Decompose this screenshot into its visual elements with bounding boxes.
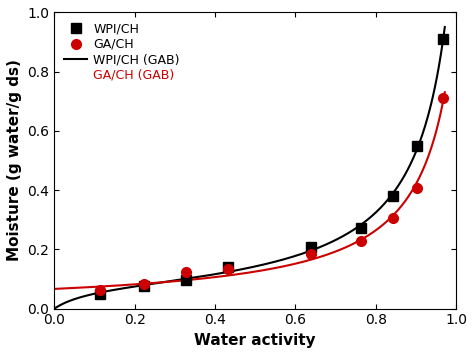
- X-axis label: Water activity: Water activity: [194, 333, 316, 348]
- Y-axis label: Moisture (g water/g ds): Moisture (g water/g ds): [7, 60, 22, 262]
- Legend: WPI/CH, GA/CH, WPI/CH (GAB), GA/CH (GAB): WPI/CH, GA/CH, WPI/CH (GAB), GA/CH (GAB): [61, 19, 183, 86]
